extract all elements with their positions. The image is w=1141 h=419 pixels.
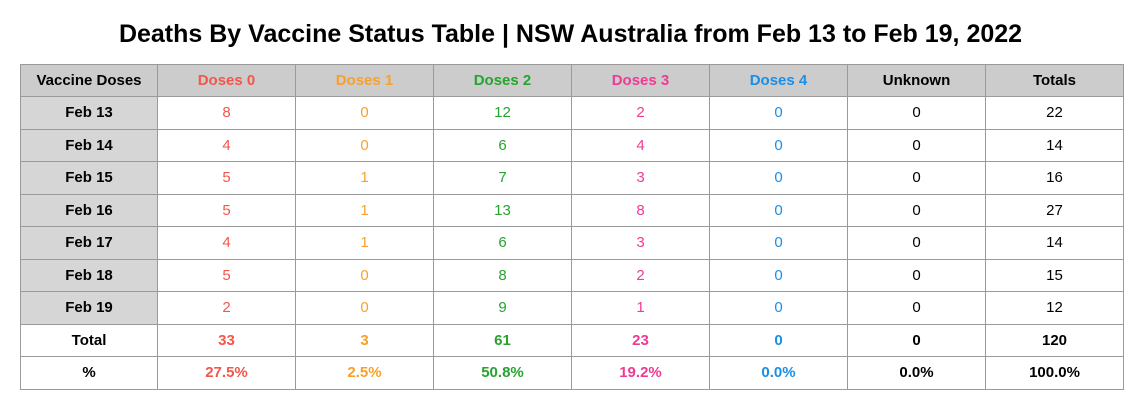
cell-doses-2: 9 [433, 291, 572, 325]
cell-doses-4: 0 [709, 128, 848, 162]
cell-doses-4: 0 [709, 161, 848, 195]
cell-doses-2: 7 [433, 161, 572, 195]
cell-doses-2: 6 [433, 226, 572, 260]
cell-unknown: 0 [847, 96, 986, 130]
cell-doses-2: 12 [433, 96, 572, 130]
row-label: Feb 19 [20, 291, 158, 325]
header-doses-3: Doses 3 [571, 64, 710, 97]
cell-unknown: 0 [847, 128, 986, 162]
cell-doses-0: 8 [157, 96, 296, 130]
cell-doses-1: 0 [295, 258, 434, 292]
cell-doses-2: 61 [433, 323, 572, 357]
table-row: Feb 19 2 0 9 1 0 0 12 [20, 291, 1124, 325]
cell-doses-3: 3 [571, 226, 710, 260]
header-unknown: Unknown [847, 64, 986, 97]
cell-doses-3: 4 [571, 128, 710, 162]
cell-unknown: 0 [847, 193, 986, 227]
cell-totals: 120 [985, 323, 1124, 357]
cell-doses-0: 5 [157, 161, 296, 195]
cell-doses-3: 2 [571, 258, 710, 292]
row-label: Feb 15 [20, 161, 158, 195]
cell-doses-0: 4 [157, 226, 296, 260]
cell-doses-4: 0.0% [709, 356, 848, 390]
cell-unknown: 0 [847, 161, 986, 195]
header-row: Vaccine Doses Doses 0 Doses 1 Doses 2 Do… [20, 64, 1124, 97]
cell-doses-3: 2 [571, 96, 710, 130]
cell-totals: 15 [985, 258, 1124, 292]
cell-doses-3: 23 [571, 323, 710, 357]
table-row: Feb 18 5 0 8 2 0 0 15 [20, 258, 1124, 292]
cell-doses-4: 0 [709, 193, 848, 227]
chart-title: Deaths By Vaccine Status Table | NSW Aus… [118, 20, 1023, 48]
cell-doses-4: 0 [709, 258, 848, 292]
cell-unknown: 0 [847, 226, 986, 260]
cell-doses-3: 19.2% [571, 356, 710, 390]
cell-doses-2: 8 [433, 258, 572, 292]
cell-doses-2: 13 [433, 193, 572, 227]
row-label: Feb 16 [20, 193, 158, 227]
cell-doses-0: 4 [157, 128, 296, 162]
cell-doses-3: 1 [571, 291, 710, 325]
table-row: Feb 16 5 1 13 8 0 0 27 [20, 193, 1124, 227]
cell-doses-0: 5 [157, 193, 296, 227]
cell-totals: 14 [985, 128, 1124, 162]
header-doses-1: Doses 1 [295, 64, 434, 97]
cell-doses-0: 5 [157, 258, 296, 292]
cell-doses-0: 33 [157, 323, 296, 357]
cell-doses-1: 1 [295, 193, 434, 227]
header-doses-0: Doses 0 [157, 64, 296, 97]
cell-unknown: 0 [847, 258, 986, 292]
row-label: % [20, 356, 158, 390]
cell-doses-4: 0 [709, 226, 848, 260]
cell-unknown: 0.0% [847, 356, 986, 390]
cell-doses-1: 3 [295, 323, 434, 357]
cell-totals: 100.0% [985, 356, 1124, 390]
header-totals: Totals [985, 64, 1124, 97]
header-doses-2: Doses 2 [433, 64, 572, 97]
cell-doses-4: 0 [709, 291, 848, 325]
header-vaccine-doses: Vaccine Doses [20, 64, 158, 97]
header-doses-4: Doses 4 [709, 64, 848, 97]
cell-doses-1: 0 [295, 128, 434, 162]
row-label: Feb 17 [20, 226, 158, 260]
cell-totals: 27 [985, 193, 1124, 227]
cell-doses-4: 0 [709, 323, 848, 357]
cell-doses-3: 3 [571, 161, 710, 195]
cell-doses-2: 50.8% [433, 356, 572, 390]
cell-doses-2: 6 [433, 128, 572, 162]
cell-totals: 14 [985, 226, 1124, 260]
cell-totals: 22 [985, 96, 1124, 130]
cell-doses-1: 1 [295, 161, 434, 195]
table-body: Feb 13 8 0 12 2 0 0 22 Feb 14 4 0 6 4 0 0 14 Feb 15 5 1 7 3 0… [20, 96, 1124, 390]
cell-totals: 12 [985, 291, 1124, 325]
summary-row-total: Total 33 3 61 23 0 0 120 [20, 323, 1124, 357]
cell-doses-1: 0 [295, 291, 434, 325]
cell-doses-0: 27.5% [157, 356, 296, 390]
table-row: Feb 17 4 1 6 3 0 0 14 [20, 226, 1124, 260]
cell-doses-1: 1 [295, 226, 434, 260]
cell-unknown: 0 [847, 323, 986, 357]
summary-row-percent: % 27.5% 2.5% 50.8% 19.2% 0.0% 0.0% 100.0% [20, 356, 1124, 390]
row-label: Feb 14 [20, 128, 158, 162]
table-row: Feb 15 5 1 7 3 0 0 16 [20, 161, 1124, 195]
row-label: Feb 18 [20, 258, 158, 292]
vaccine-status-table: Vaccine Doses Doses 0 Doses 1 Doses 2 Do… [20, 64, 1124, 390]
row-label: Feb 13 [20, 96, 158, 130]
cell-doses-1: 2.5% [295, 356, 434, 390]
row-label: Total [20, 323, 158, 357]
cell-doses-1: 0 [295, 96, 434, 130]
table-row: Feb 13 8 0 12 2 0 0 22 [20, 96, 1124, 130]
cell-unknown: 0 [847, 291, 986, 325]
cell-totals: 16 [985, 161, 1124, 195]
cell-doses-0: 2 [157, 291, 296, 325]
cell-doses-3: 8 [571, 193, 710, 227]
cell-doses-4: 0 [709, 96, 848, 130]
table-row: Feb 14 4 0 6 4 0 0 14 [20, 128, 1124, 162]
